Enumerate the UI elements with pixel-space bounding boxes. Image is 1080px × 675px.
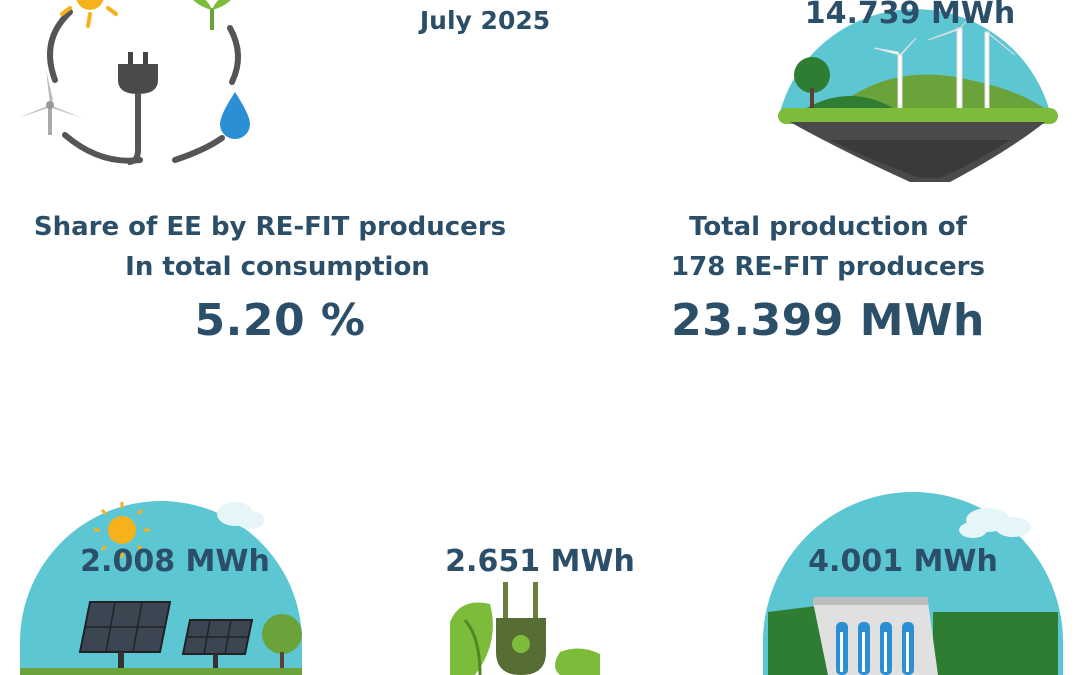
hydro-production-value: 4.001 MWh bbox=[808, 544, 998, 579]
sun-icon bbox=[94, 502, 150, 558]
solar-illustration bbox=[20, 501, 302, 675]
biomass-illustration bbox=[450, 582, 600, 675]
share-value: 5.20 % bbox=[194, 295, 366, 346]
total-title-line1: Total production of bbox=[689, 212, 967, 242]
solar-production-value: 2.008 MWh bbox=[80, 544, 270, 579]
water-drop-icon bbox=[220, 92, 250, 139]
sun-icon bbox=[60, 0, 118, 28]
share-title-line2: In total consumption bbox=[125, 252, 430, 282]
hydro-illustration bbox=[763, 492, 1063, 675]
total-title-line2: 178 RE-FIT producers bbox=[671, 252, 985, 282]
wind-farm-illustration bbox=[778, 7, 1058, 182]
report-month: July 2025 bbox=[419, 6, 551, 35]
total-value: 23.399 MWh bbox=[671, 295, 985, 346]
wind-turbine-icon bbox=[18, 70, 82, 135]
plug-icon bbox=[118, 52, 158, 165]
wind-production-value: 14.739 MWh bbox=[804, 0, 1016, 31]
renewable-cycle-illustration bbox=[18, 0, 250, 165]
biomass-production-value: 2.651 MWh bbox=[445, 544, 635, 579]
sprout-icon bbox=[193, 0, 231, 30]
share-title-line1: Share of EE by RE-FIT producers bbox=[33, 212, 507, 242]
